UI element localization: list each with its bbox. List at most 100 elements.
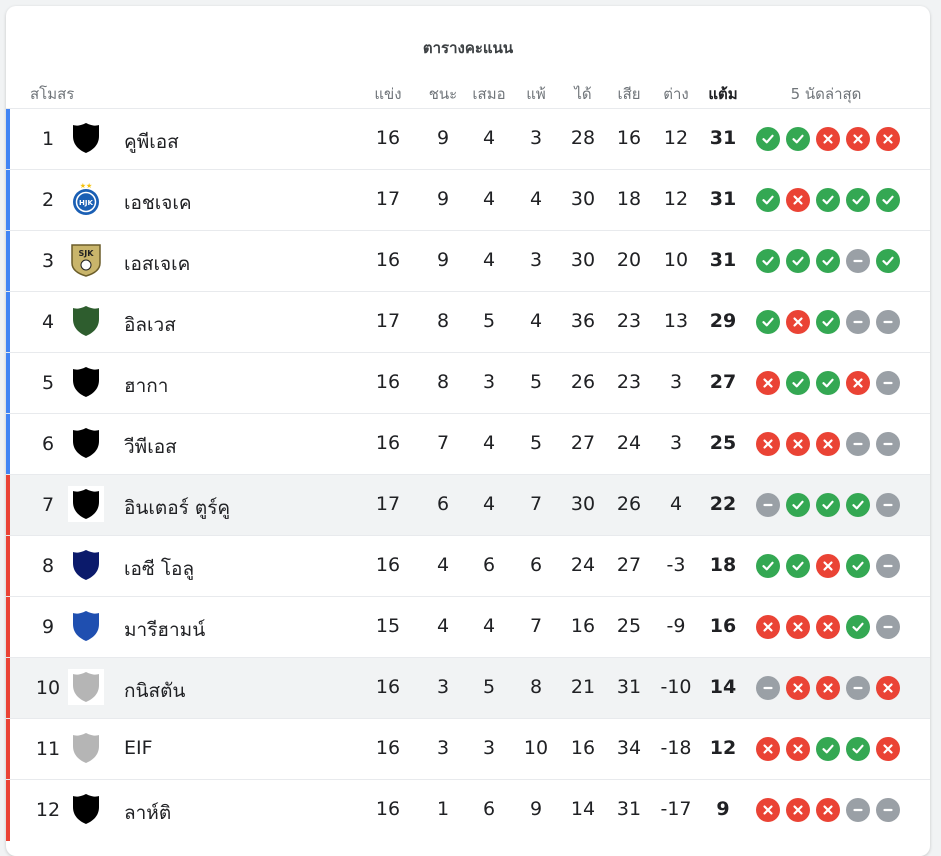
draw-icon[interactable] [846,676,870,700]
table-row[interactable]: 9 มารีฮามน์ 15 4 4 7 16 25 -9 16 [6,596,930,658]
table-row[interactable]: 12 ลาห์ติ 16 1 6 9 14 31 -17 9 [6,779,930,841]
table-row[interactable]: 7 อินเตอร์ ตูร์คู 17 6 4 7 30 26 4 22 [6,474,930,536]
loss-icon[interactable] [756,798,780,822]
cell-points: 18 [709,554,737,576]
loss-icon[interactable] [876,676,900,700]
win-icon[interactable] [816,737,840,761]
loss-icon[interactable] [816,432,840,456]
table-row[interactable]: 11 EIF 16 3 3 10 16 34 -18 12 [6,718,930,780]
draw-icon[interactable] [876,371,900,395]
loss-icon[interactable] [756,615,780,639]
win-icon[interactable] [756,554,780,578]
cell-gf: 14 [570,798,596,820]
table-row[interactable]: 8 เอซี โอลู 16 4 6 6 24 27 -3 18 [6,535,930,597]
cell-gf: 30 [570,188,596,210]
loss-icon[interactable] [816,554,840,578]
loss-icon[interactable] [876,737,900,761]
header-gd: ต่าง [663,85,689,103]
win-icon[interactable] [816,188,840,212]
team-name[interactable]: กนิสตัน [124,680,186,702]
win-icon[interactable] [786,371,810,395]
cell-gf: 30 [570,493,596,515]
table-row[interactable]: 1 คูพีเอส 16 9 4 3 28 16 12 31 [6,108,930,170]
draw-icon[interactable] [756,676,780,700]
team-name[interactable]: อิลเวส [124,314,176,336]
draw-icon[interactable] [876,310,900,334]
draw-icon[interactable] [876,798,900,822]
table-row[interactable]: 5 ฮากา 16 8 3 5 26 23 3 27 [6,352,930,414]
loss-icon[interactable] [786,615,810,639]
team-name[interactable]: เอสเจเค [124,253,191,275]
loss-icon[interactable] [786,798,810,822]
loss-icon[interactable] [786,432,810,456]
win-icon[interactable] [756,310,780,334]
green-shield-icon [68,303,104,339]
table-row[interactable]: 4 อิลเวส 17 8 5 4 36 23 13 29 [6,291,930,353]
win-icon[interactable] [786,554,810,578]
draw-icon[interactable] [756,493,780,517]
team-name[interactable]: อินเตอร์ ตูร์คู [124,497,231,519]
loss-icon[interactable] [816,615,840,639]
row-position: 11 [35,738,61,760]
team-name[interactable]: วีพีเอส [124,436,177,458]
team-name[interactable]: เอซี โอลู [124,558,195,580]
loss-icon[interactable] [756,737,780,761]
cell-gf: 21 [570,676,596,698]
team-name[interactable]: EIF [124,737,153,759]
team-name[interactable]: เอชเจเค [124,192,192,214]
win-icon[interactable] [786,493,810,517]
draw-icon[interactable] [846,432,870,456]
win-icon[interactable] [786,249,810,273]
table-row[interactable]: 2 ★★ HJK เอชเจเค 17 9 4 4 30 18 12 31 [6,169,930,231]
qualification-bar [6,231,10,292]
win-icon[interactable] [756,249,780,273]
win-icon[interactable] [846,188,870,212]
win-icon[interactable] [816,371,840,395]
loss-icon[interactable] [786,737,810,761]
team-name[interactable]: ลาห์ติ [124,802,172,824]
loss-icon[interactable] [816,798,840,822]
cell-drawn: 5 [482,676,496,698]
loss-icon[interactable] [786,310,810,334]
loss-icon[interactable] [786,676,810,700]
loss-icon[interactable] [876,127,900,151]
win-icon[interactable] [786,127,810,151]
loss-icon[interactable] [846,127,870,151]
draw-icon[interactable] [876,493,900,517]
table-row[interactable]: 10 กนิสตัน 16 3 5 8 21 31 -10 14 [6,657,930,719]
loss-icon[interactable] [816,127,840,151]
win-icon[interactable] [846,554,870,578]
qualification-bar [6,597,10,658]
team-name[interactable]: คูพีเอส [124,131,179,153]
loss-icon[interactable] [846,371,870,395]
team-name[interactable]: ฮากา [124,375,169,397]
loss-icon[interactable] [756,432,780,456]
win-icon[interactable] [846,737,870,761]
qualification-bar [6,109,10,170]
win-icon[interactable] [846,493,870,517]
draw-icon[interactable] [846,310,870,334]
draw-icon[interactable] [846,249,870,273]
draw-icon[interactable] [876,554,900,578]
team-name[interactable]: มารีฮามน์ [124,619,206,641]
loss-icon[interactable] [786,188,810,212]
win-icon[interactable] [816,493,840,517]
win-icon[interactable] [876,249,900,273]
loss-icon[interactable] [816,676,840,700]
cell-drawn: 6 [482,554,496,576]
win-icon[interactable] [816,310,840,334]
cell-gd: 3 [669,371,683,393]
draw-icon[interactable] [876,615,900,639]
loss-icon[interactable] [756,371,780,395]
win-icon[interactable] [846,615,870,639]
win-icon[interactable] [756,127,780,151]
row-position: 5 [41,372,55,394]
draw-icon[interactable] [846,798,870,822]
win-icon[interactable] [816,249,840,273]
table-row[interactable]: 3 SJK เอสเจเค 16 9 4 3 30 20 10 31 [6,230,930,292]
cell-points: 12 [709,737,737,759]
draw-icon[interactable] [876,432,900,456]
win-icon[interactable] [876,188,900,212]
table-row[interactable]: 6 วีพีเอส 16 7 4 5 27 24 3 25 [6,413,930,475]
win-icon[interactable] [756,188,780,212]
